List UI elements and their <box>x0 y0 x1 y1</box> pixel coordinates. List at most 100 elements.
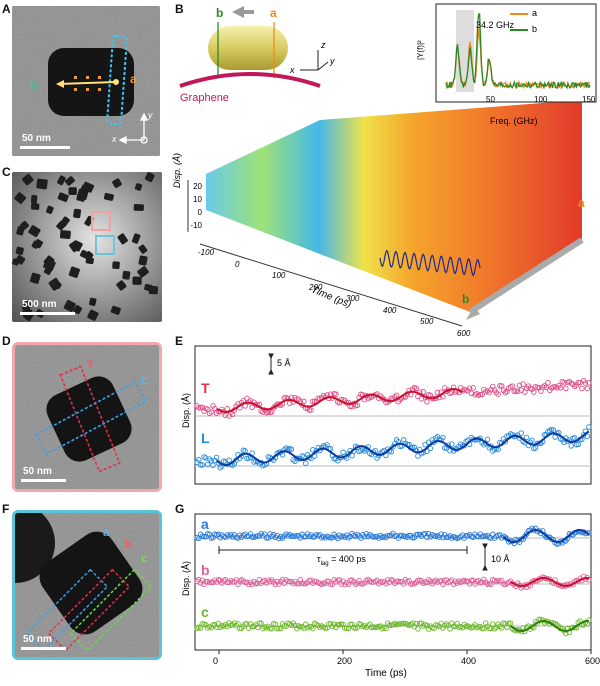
data-point <box>333 391 339 397</box>
data-point <box>324 578 330 585</box>
data-point <box>486 625 492 632</box>
scale-bar-c <box>20 312 75 315</box>
data-point <box>327 581 334 587</box>
schematic-y: y <box>330 56 335 66</box>
data-point <box>390 443 396 450</box>
schematic-z: z <box>321 40 326 50</box>
data-point <box>197 404 204 411</box>
panel-b-graphic: 50 100 150 <box>179 3 597 327</box>
panel-d-graphic <box>15 345 159 489</box>
data-point <box>479 391 485 398</box>
data-point <box>301 580 307 587</box>
nanoparticle <box>30 194 38 204</box>
data-point <box>413 385 419 391</box>
scale-label-f: 50 nm <box>23 634 52 645</box>
data-point <box>206 579 213 585</box>
data-point <box>354 531 361 538</box>
data-point <box>201 581 207 588</box>
panel-letter-F: F <box>2 502 10 516</box>
surface-xtick: 100 <box>272 271 286 280</box>
nanoparticle <box>137 266 149 278</box>
data-point <box>203 578 209 585</box>
data-point <box>415 626 421 632</box>
data-point <box>502 438 509 445</box>
panel-d-micrograph: T L 50 nm <box>12 342 162 492</box>
data-point <box>249 581 255 588</box>
data-point <box>561 380 567 386</box>
inset-series-b <box>445 13 591 90</box>
data-point <box>482 620 489 626</box>
data-point <box>349 530 355 537</box>
inset-ylabel: |Y(f)|² <box>416 40 425 60</box>
schematic-label-b: b <box>216 6 224 20</box>
panel-letter-C: C <box>2 165 11 179</box>
data-point <box>479 625 485 632</box>
series-b-fit <box>510 576 590 588</box>
data-point <box>507 620 514 626</box>
e-trace-T: T <box>201 380 210 396</box>
scale-bar-a <box>20 146 70 149</box>
nanoparticle <box>48 277 62 291</box>
data-point <box>247 531 254 537</box>
data-point <box>498 383 505 389</box>
data-point <box>342 581 348 588</box>
data-point <box>452 623 459 630</box>
nanoparticle <box>30 203 40 210</box>
g-xtick-label: 200 <box>337 656 352 666</box>
nanorod-schematic <box>208 26 288 70</box>
scale-label-d: 50 nm <box>23 466 52 477</box>
data-point <box>415 577 421 584</box>
data-point <box>477 391 484 398</box>
data-point <box>447 626 453 632</box>
series-L-fit <box>216 430 590 467</box>
data-point <box>411 534 418 541</box>
nanoparticle <box>134 183 143 191</box>
data-point <box>400 620 407 627</box>
data-point <box>584 433 590 440</box>
axis-y-label: y <box>148 110 153 120</box>
data-point <box>579 385 585 392</box>
data-point <box>235 621 241 627</box>
data-point <box>361 533 368 540</box>
data-point <box>267 625 273 632</box>
g-trace-c: c <box>201 604 209 620</box>
data-point <box>563 385 569 392</box>
inset-annotation: 34.2 GHz <box>476 20 515 30</box>
scale-bar-f <box>21 647 66 650</box>
label-fb: b <box>125 539 132 551</box>
surface-xtick: 500 <box>420 317 434 326</box>
inset-xticks: 50 100 150 <box>486 95 596 104</box>
schematic-label-a: a <box>270 6 277 20</box>
surface-xtick: 200 <box>309 282 323 292</box>
nanoparticle <box>144 172 155 183</box>
data-point <box>506 620 512 627</box>
series-a-fit <box>502 528 590 544</box>
surface-edge-b: b <box>462 292 470 306</box>
surface-xtick: 300 <box>346 294 360 303</box>
data-point <box>229 622 236 628</box>
tau-subscript: lag <box>320 560 329 567</box>
data-point <box>468 577 475 584</box>
data-point <box>568 443 574 449</box>
nanoparticle <box>68 266 80 278</box>
data-point <box>263 535 270 541</box>
series-c-fit <box>510 619 590 633</box>
nanoparticle <box>88 297 97 306</box>
nanocube-f <box>39 531 143 635</box>
tau-symbol: τ <box>317 554 321 564</box>
data-point <box>219 623 225 629</box>
axis-triad <box>118 112 149 145</box>
data-point <box>393 392 400 398</box>
panel-letter-G: G <box>175 502 185 516</box>
data-point <box>443 577 450 583</box>
data-point <box>582 380 589 386</box>
schematic-axes <box>300 50 329 71</box>
data-point <box>310 625 316 632</box>
data-point <box>424 579 430 586</box>
data-point <box>586 380 592 386</box>
g-trace-b: b <box>201 562 210 578</box>
nanoparticle <box>110 305 121 315</box>
data-point <box>308 407 314 413</box>
data-point <box>374 533 380 540</box>
panel-g-graphic: 0 200 400 600 <box>194 513 600 666</box>
